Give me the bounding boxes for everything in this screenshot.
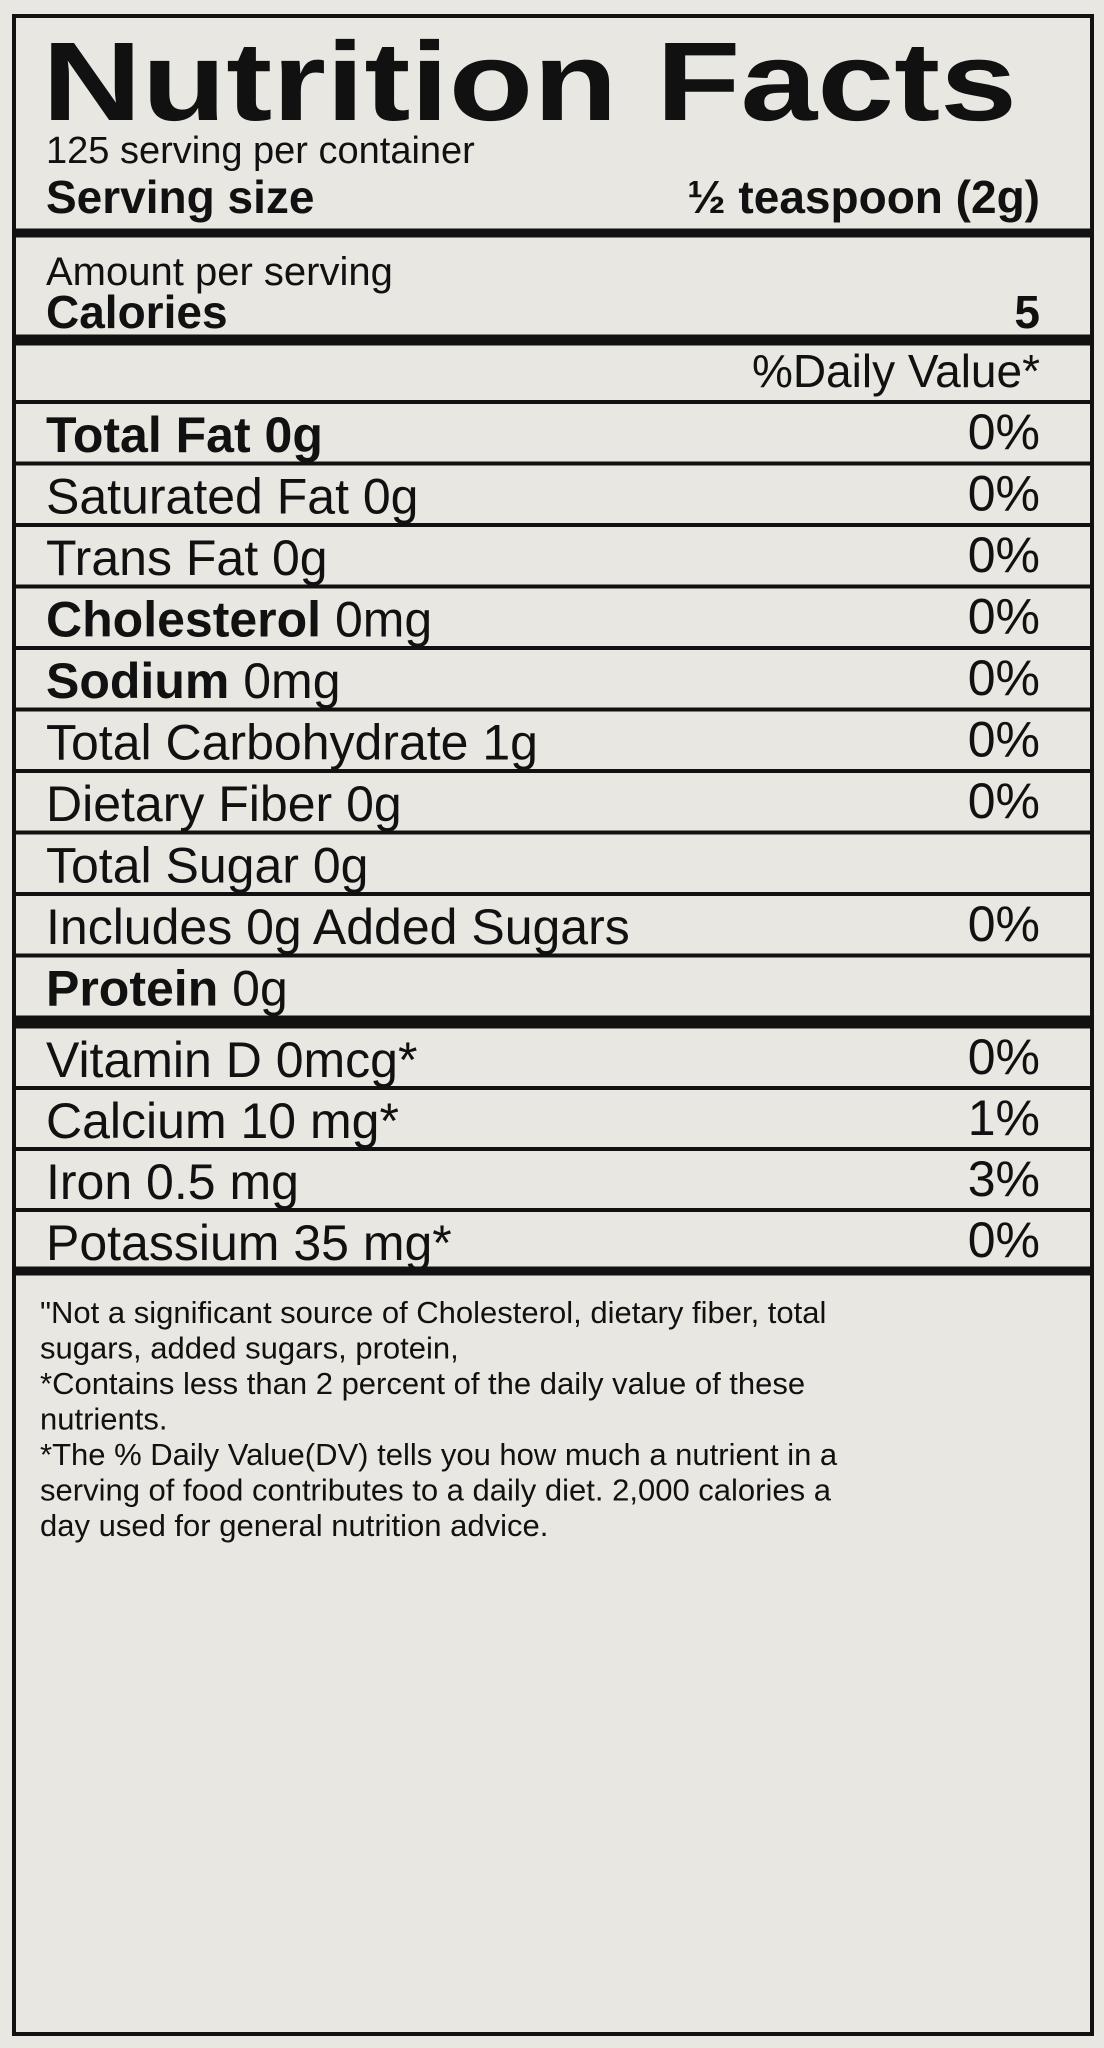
footnote: serving of food contributes to a daily d… xyxy=(40,1473,832,1508)
nutrient-text: Total Sugar 0g xyxy=(46,838,368,894)
nutrient-text: Includes 0g Added Sugars xyxy=(46,899,630,955)
servings: 125 serving per container xyxy=(46,130,475,172)
nutrient-label: Includes 0g Added Sugars xyxy=(46,899,630,955)
rule xyxy=(16,1208,1090,1212)
footnote: day used for general nutrition advice. xyxy=(40,1508,548,1543)
footnote: "Not a significant source of Cholesterol… xyxy=(40,1295,826,1330)
label-border xyxy=(12,14,1094,2036)
serving-size-value: ½ teaspoon (2g) xyxy=(687,171,1040,223)
footnote: sugars, added sugars, protein, xyxy=(40,1331,459,1366)
thick-rule xyxy=(16,1266,1090,1276)
footnote: nutrients. xyxy=(40,1402,168,1437)
thick-rule xyxy=(16,1015,1090,1029)
nutrient-bold: Protein xyxy=(46,961,218,1017)
daily-value: 0% xyxy=(968,404,1040,460)
nutrient-label: Total Carbohydrate 1g xyxy=(46,715,538,771)
nutrient-label: Potassium 35 mg* xyxy=(46,1215,452,1271)
daily-value: 3% xyxy=(968,1151,1040,1207)
rule xyxy=(16,769,1090,773)
nutrient-label: Calcium 10 mg* xyxy=(46,1093,399,1149)
serving-size-label: Serving size xyxy=(46,171,314,223)
nutrient-label: Cholesterol 0mg xyxy=(46,592,432,648)
nutrient-label: Total Sugar 0g xyxy=(46,838,368,894)
nutrient-label: Saturated Fat 0g xyxy=(46,469,418,525)
rule xyxy=(16,892,1090,896)
rule xyxy=(16,953,1090,958)
footnote: *The % Daily Value(DV) tells you how muc… xyxy=(40,1437,838,1472)
nutrient-text: Total Carbohydrate 1g xyxy=(46,715,538,771)
space xyxy=(229,653,243,709)
rule xyxy=(16,1147,1090,1151)
nutrient-text: Saturated Fat 0g xyxy=(46,469,418,525)
nutrient-label: Vitamin D 0mcg* xyxy=(46,1032,417,1088)
amount-per-serving: Amount per serving xyxy=(46,250,393,294)
rule xyxy=(16,1086,1090,1090)
rule xyxy=(16,707,1090,712)
nutrient-text: 0g xyxy=(232,961,288,1017)
space xyxy=(321,592,335,648)
nutrient-label: Trans Fat 0g xyxy=(46,530,328,586)
nutrient-label: Sodium 0mg xyxy=(46,653,341,709)
nutrient-text: Trans Fat 0g xyxy=(46,530,328,586)
rule xyxy=(16,830,1090,835)
daily-value-header: %Daily Value* xyxy=(752,345,1040,397)
nutrient-text: Iron 0.5 mg xyxy=(46,1154,299,1210)
rule xyxy=(16,400,1090,404)
calories-value: 5 xyxy=(1014,286,1040,338)
daily-value: 1% xyxy=(968,1090,1040,1146)
thick-rule xyxy=(16,334,1090,346)
nutrient-text: 0mg xyxy=(243,653,340,709)
nutrient-label: Dietary Fiber 0g xyxy=(46,776,402,832)
nutrient-text: Potassium 35 mg* xyxy=(46,1215,452,1271)
daily-value: 0% xyxy=(968,712,1040,768)
daily-value: 0% xyxy=(968,650,1040,706)
nutrient-text: Dietary Fiber 0g xyxy=(46,776,402,832)
thick-rule xyxy=(16,228,1090,238)
nutrient-text: 0mg xyxy=(335,592,432,648)
nutrient-bold: Cholesterol xyxy=(46,592,321,648)
daily-value: 0% xyxy=(968,1212,1040,1268)
daily-value: 0% xyxy=(968,589,1040,645)
daily-value: 0% xyxy=(968,466,1040,522)
nutrient-bold: Sodium xyxy=(46,653,229,709)
calories-label: Calories xyxy=(46,286,228,338)
nutrient-label: Protein 0g xyxy=(46,961,288,1017)
nutrient-text: Calcium 10 mg* xyxy=(46,1093,399,1149)
daily-value: 0% xyxy=(968,527,1040,583)
rule xyxy=(16,461,1090,466)
footnote: *Contains less than 2 percent of the dai… xyxy=(40,1366,805,1401)
rule xyxy=(16,584,1090,589)
daily-value: 0% xyxy=(968,896,1040,952)
rule xyxy=(16,646,1090,650)
rule xyxy=(16,523,1090,527)
daily-value: 0% xyxy=(968,1029,1040,1085)
nutrient-text: Vitamin D 0mcg* xyxy=(46,1032,417,1088)
space xyxy=(218,961,232,1017)
nutrient-label: Iron 0.5 mg xyxy=(46,1154,299,1210)
daily-value: 0% xyxy=(968,773,1040,829)
nutrient-bold: Total Fat 0g xyxy=(46,407,323,463)
nutrient-label: Total Fat 0g xyxy=(46,407,323,463)
title: Nutrition Facts xyxy=(42,19,1017,144)
